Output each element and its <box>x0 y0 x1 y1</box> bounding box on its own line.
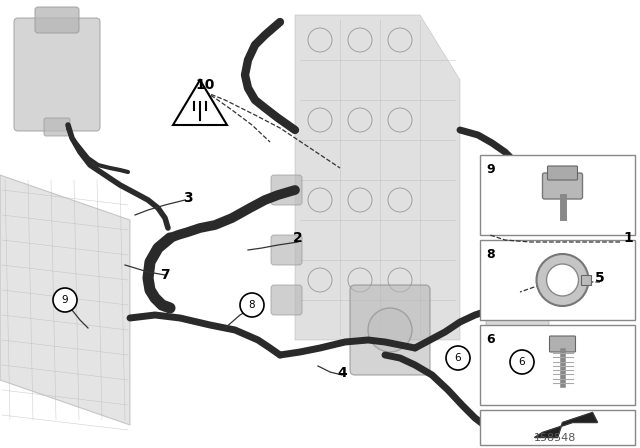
FancyBboxPatch shape <box>271 285 302 315</box>
Polygon shape <box>173 80 227 125</box>
Circle shape <box>510 350 534 374</box>
Bar <box>480 155 635 235</box>
Text: 1: 1 <box>623 231 633 245</box>
Text: 2: 2 <box>293 231 303 245</box>
Text: 4: 4 <box>337 366 347 380</box>
FancyBboxPatch shape <box>271 175 302 205</box>
Circle shape <box>547 264 579 296</box>
Text: 6: 6 <box>454 353 461 363</box>
Text: 6: 6 <box>518 357 525 367</box>
Circle shape <box>446 346 470 370</box>
Polygon shape <box>295 15 460 340</box>
Text: 5: 5 <box>595 271 605 285</box>
FancyBboxPatch shape <box>35 7 79 33</box>
FancyBboxPatch shape <box>14 18 100 131</box>
FancyBboxPatch shape <box>44 118 70 136</box>
Circle shape <box>536 254 589 306</box>
FancyBboxPatch shape <box>550 336 575 352</box>
Text: 158548: 158548 <box>534 433 576 443</box>
Bar <box>480 410 635 445</box>
Text: 9: 9 <box>486 163 495 176</box>
Bar <box>480 240 635 320</box>
Circle shape <box>53 288 77 312</box>
Text: 8: 8 <box>249 300 255 310</box>
Text: 6: 6 <box>486 333 495 346</box>
Polygon shape <box>0 175 130 425</box>
Text: 7: 7 <box>160 268 170 282</box>
FancyBboxPatch shape <box>543 173 582 199</box>
FancyBboxPatch shape <box>271 235 302 265</box>
FancyBboxPatch shape <box>350 285 430 375</box>
Circle shape <box>513 421 527 435</box>
Circle shape <box>240 293 264 317</box>
Text: 8: 8 <box>486 248 495 261</box>
Circle shape <box>368 308 412 352</box>
Text: 3: 3 <box>183 191 193 205</box>
FancyBboxPatch shape <box>486 306 549 394</box>
Bar <box>580 275 591 285</box>
Bar <box>480 325 635 405</box>
Text: 9: 9 <box>61 295 68 305</box>
Text: 10: 10 <box>195 78 214 92</box>
FancyBboxPatch shape <box>547 166 577 180</box>
Polygon shape <box>534 413 598 438</box>
